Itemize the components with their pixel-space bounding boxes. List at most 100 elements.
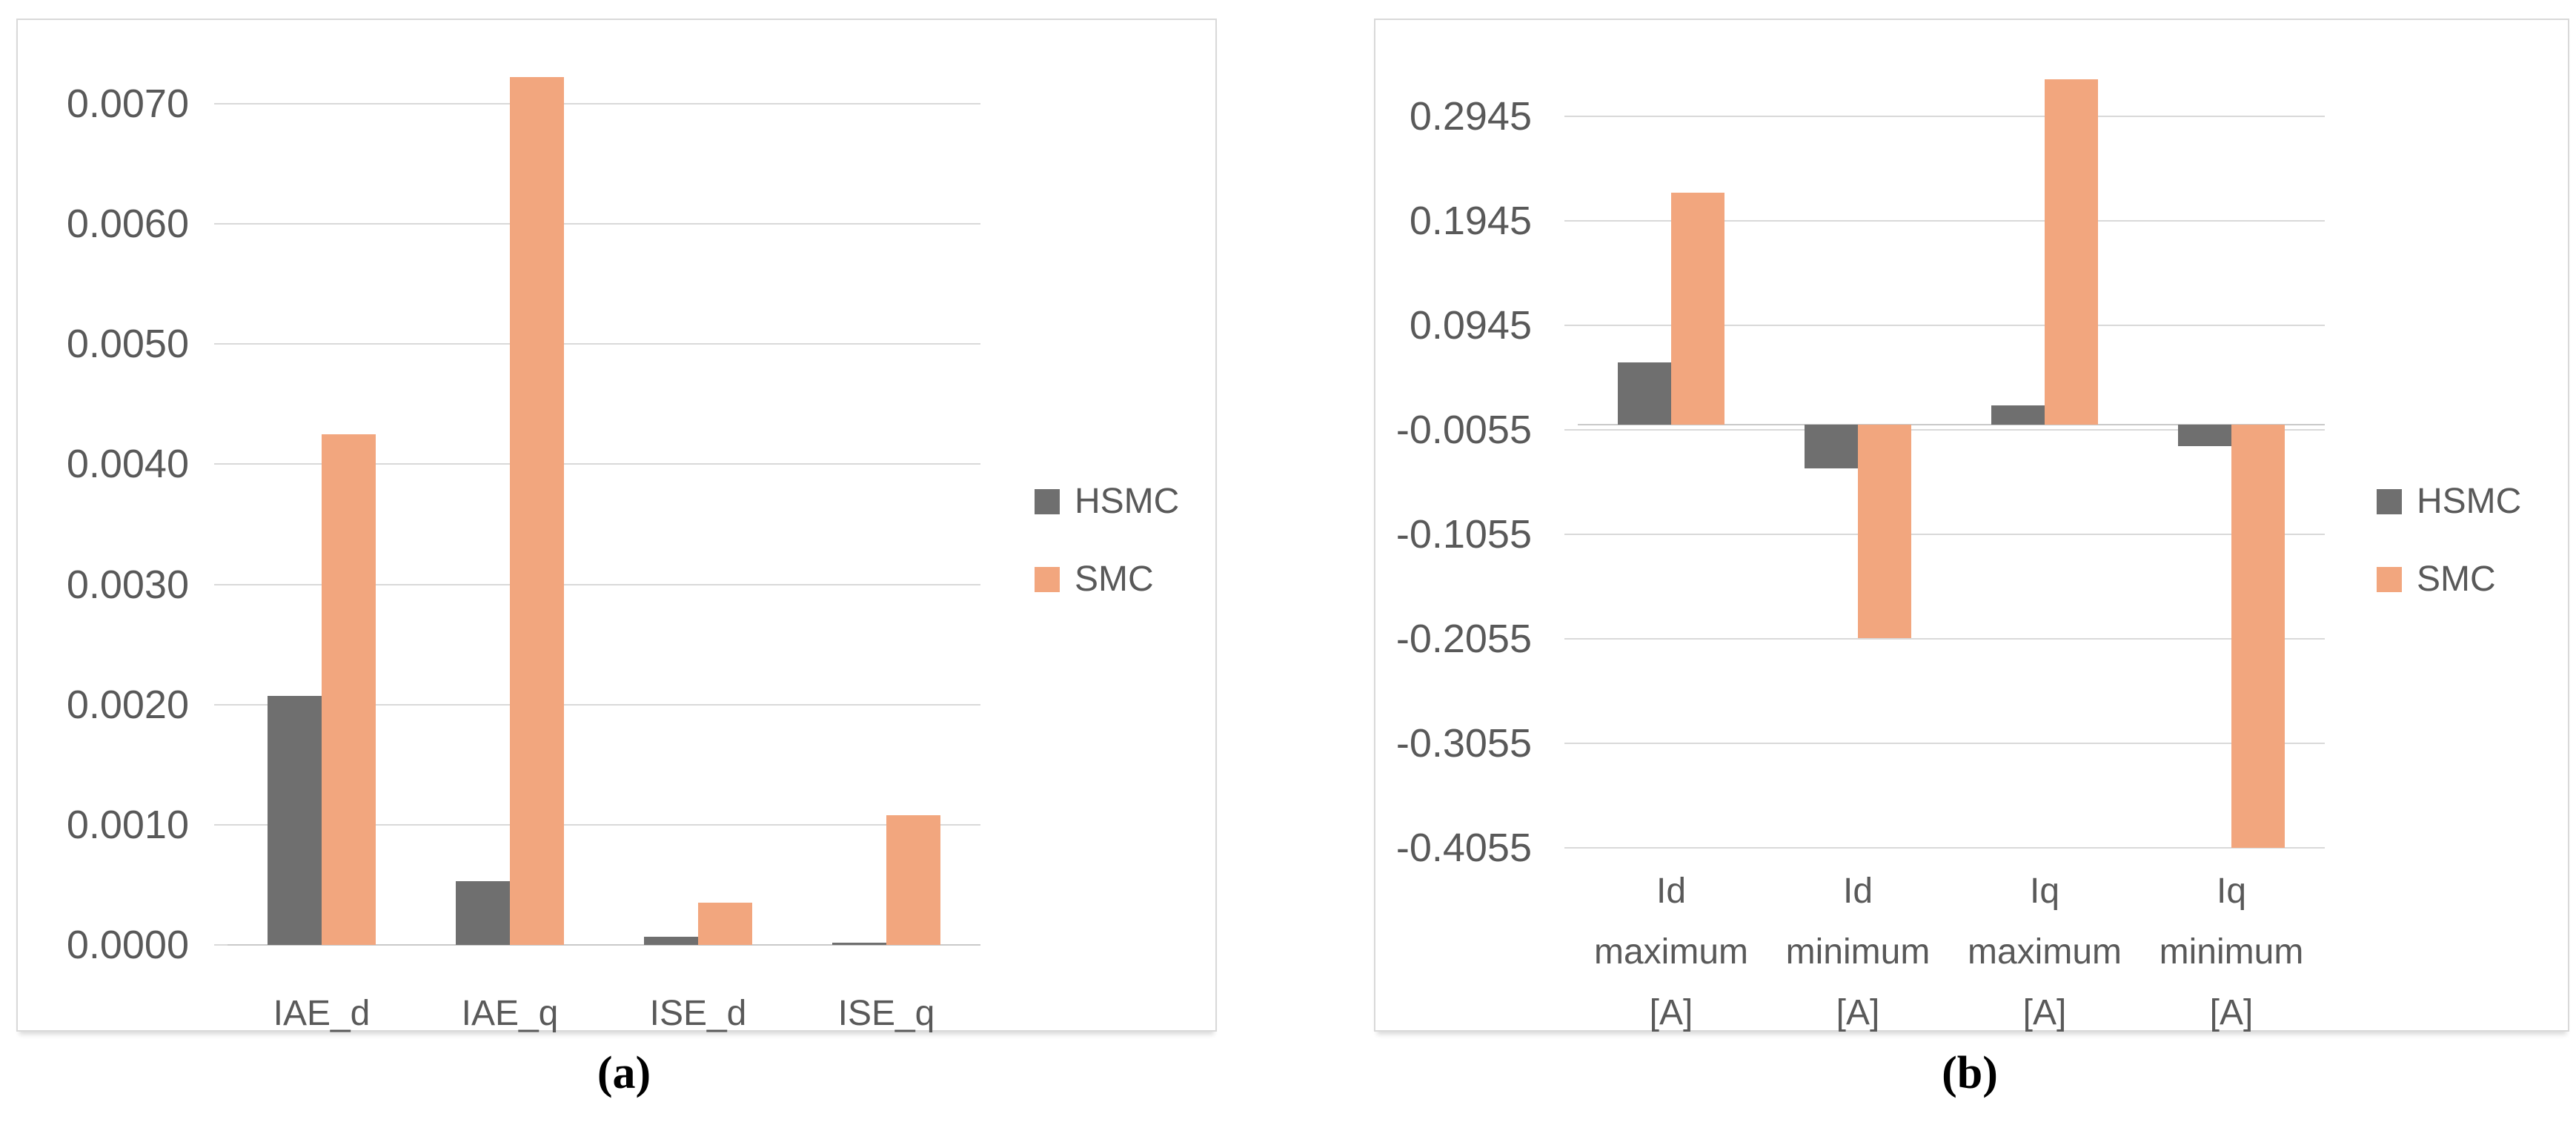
- x-category-label: ISE_q: [792, 983, 980, 1044]
- x-category-label-line: Iq: [2216, 872, 2247, 911]
- gridline: [228, 583, 980, 585]
- bar-smc-1: [510, 77, 564, 945]
- y-axis-tick: [1564, 638, 1578, 640]
- gridline: [228, 463, 980, 465]
- gridline: [1578, 325, 2325, 327]
- gridline: [1578, 847, 2325, 849]
- bar-hsmc-2: [644, 936, 698, 945]
- gridline: [1578, 116, 2325, 118]
- y-tick-label: -0.1055: [1395, 512, 1532, 557]
- legend-item-smc: SMC: [2377, 560, 2496, 599]
- bar-smc-3: [2231, 424, 2285, 848]
- x-category-label-line: ISE_d: [649, 994, 747, 1033]
- caption-b: (b): [1942, 1048, 1998, 1098]
- y-axis-tick: [1564, 534, 1578, 536]
- y-tick-label: -0.0055: [1395, 408, 1532, 453]
- x-category-label-line: [A]: [2209, 993, 2254, 1032]
- gridline: [1578, 429, 2325, 431]
- legend-swatch-smc: [1035, 567, 1060, 592]
- legend-label-hsmc: HSMC: [1075, 482, 1180, 521]
- x-category-label: Id maximum [A]: [1578, 861, 1765, 1043]
- y-tick-label: 0.0050: [66, 322, 189, 367]
- x-category-label: ISE_d: [604, 983, 792, 1044]
- x-category-label-line: [A]: [2022, 993, 2067, 1032]
- y-axis-tick: [1564, 743, 1578, 745]
- y-axis-tick: [1564, 325, 1578, 327]
- x-category-label-line: ISE_q: [837, 994, 935, 1033]
- x-category-label-line: minimum: [1785, 932, 1931, 972]
- y-tick-label: 0.0060: [66, 202, 189, 247]
- y-tick-label: -0.2055: [1395, 617, 1532, 662]
- caption-a: (a): [597, 1048, 651, 1098]
- legend-label-smc: SMC: [2417, 560, 2496, 599]
- y-axis-tick: [1564, 220, 1578, 222]
- x-category-label: IAE_q: [416, 983, 604, 1044]
- y-axis-tick: [214, 343, 228, 345]
- bar-hsmc-0: [1618, 362, 1671, 425]
- legend-label-hsmc: HSMC: [2417, 482, 2522, 521]
- chart-panel-a: 0.0000 0.0010 0.0020 0.0030 0.0040 0.0050 0.00…: [16, 19, 1217, 1033]
- y-tick-label: 0.0000: [66, 923, 189, 967]
- legend-item-hsmc: HSMC: [1035, 482, 1179, 521]
- bar-hsmc-3: [2178, 424, 2231, 447]
- y-tick-label: 0.0040: [66, 442, 189, 487]
- gridline: [1578, 534, 2325, 536]
- y-tick-label: 0.0030: [66, 562, 189, 607]
- y-axis-tick: [1564, 116, 1578, 118]
- gridline: [1578, 220, 2325, 222]
- y-axis-tick: [214, 583, 228, 585]
- gridline: [228, 703, 980, 706]
- y-axis-tick: [214, 103, 228, 105]
- bar-smc-0: [1671, 192, 1724, 425]
- y-tick-label: 0.0945: [1409, 303, 1532, 348]
- y-axis-tick: [214, 463, 228, 465]
- gridline: [228, 823, 980, 826]
- y-tick-label: 0.2945: [1409, 94, 1532, 139]
- y-axis-tick: [1564, 847, 1578, 849]
- legend-swatch-smc: [2377, 567, 2402, 592]
- bar-smc-1: [1858, 424, 1911, 639]
- bar-hsmc-1: [1805, 424, 1858, 468]
- y-tick-label: -0.4055: [1395, 826, 1532, 870]
- legend-label-smc: SMC: [1075, 560, 1154, 599]
- gridline: [228, 103, 980, 105]
- y-axis-tick: [1564, 429, 1578, 431]
- bar-hsmc-0: [268, 696, 322, 945]
- x-category-label-line: maximum: [1593, 932, 1748, 972]
- bar-smc-3: [886, 814, 940, 945]
- x-category-label-line: Iq: [2029, 872, 2060, 911]
- bar-hsmc-2: [1991, 405, 2045, 425]
- y-tick-label: 0.0020: [66, 682, 189, 727]
- legend-item-smc: SMC: [1035, 560, 1154, 599]
- x-category-label-line: [A]: [1649, 993, 1693, 1032]
- legend-swatch-hsmc: [2377, 489, 2402, 514]
- bar-hsmc-3: [832, 942, 886, 945]
- bar-smc-0: [322, 434, 376, 945]
- y-tick-label: 0.0070: [66, 82, 189, 127]
- x-category-label-line: Id: [1842, 872, 1873, 911]
- x-category-label-line: [A]: [1836, 993, 1880, 1032]
- y-axis-tick: [214, 823, 228, 826]
- x-category-label-line: minimum: [2159, 932, 2304, 972]
- bar-smc-2: [698, 903, 752, 945]
- y-axis-tick: [214, 703, 228, 706]
- bar-hsmc-1: [456, 881, 510, 945]
- x-category-label: Iq minimum [A]: [2138, 861, 2325, 1043]
- x-category-label-line: IAE_q: [461, 994, 559, 1033]
- x-axis-line: [1578, 423, 2325, 425]
- x-category-label: IAE_d: [228, 983, 416, 1044]
- y-tick-label: -0.3055: [1395, 721, 1532, 766]
- y-tick-label: 0.1945: [1409, 199, 1532, 244]
- x-category-label-line: Id: [1656, 872, 1687, 911]
- bar-smc-2: [2045, 79, 2098, 425]
- x-category-label-line: IAE_d: [273, 994, 371, 1033]
- y-axis-tick: [214, 944, 228, 946]
- y-tick-label: 0.0010: [66, 802, 189, 847]
- gridline: [228, 223, 980, 225]
- x-axis-line: [228, 944, 980, 946]
- x-category-label-line: maximum: [1967, 932, 2122, 972]
- chart-panel-b: 0.2945 0.1945 0.0945 -0.0055 -0.1055 -0.2055 -…: [1374, 19, 2569, 1032]
- legend-item-hsmc: HSMC: [2377, 482, 2521, 521]
- x-category-label: Id minimum [A]: [1765, 861, 1951, 1043]
